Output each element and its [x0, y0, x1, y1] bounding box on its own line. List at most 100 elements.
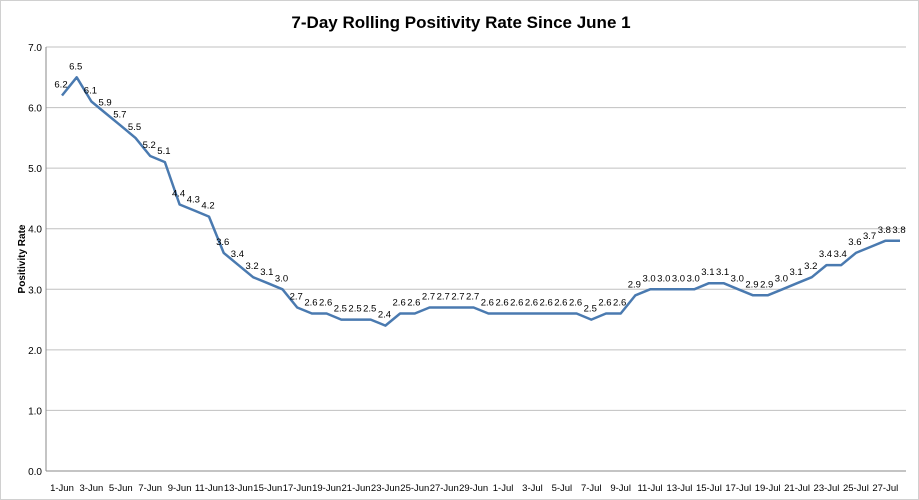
x-tick-label: 19-Jul: [755, 483, 781, 494]
x-tick-label: 13-Jul: [667, 483, 693, 494]
data-label: 6.2: [54, 79, 67, 90]
data-label: 3.4: [819, 249, 832, 260]
data-label: 2.9: [628, 279, 641, 290]
data-label: 2.9: [745, 279, 758, 290]
data-label: 2.7: [437, 291, 450, 302]
data-label: 3.2: [804, 261, 817, 272]
data-label: 3.6: [216, 237, 229, 248]
data-label: 3.0: [731, 273, 744, 284]
x-tick-label: 11-Jul: [637, 483, 662, 494]
chart-title: 7-Day Rolling Positivity Rate Since June…: [291, 13, 630, 32]
x-tick-label: 13-Jun: [224, 483, 253, 494]
x-tick-label: 3-Jun: [80, 483, 104, 494]
x-tick-label: 23-Jun: [371, 483, 400, 494]
data-label: 2.6: [407, 298, 420, 309]
x-tick-label: 3-Jul: [522, 483, 543, 494]
data-label: 5.2: [143, 140, 156, 151]
data-label: 6.1: [84, 86, 97, 97]
data-label: 3.8: [878, 225, 891, 236]
data-label: 5.5: [128, 122, 141, 133]
data-label: 2.6: [598, 298, 611, 309]
series-line: [61, 76, 900, 327]
data-label: 2.5: [334, 304, 347, 315]
data-label: 2.6: [481, 298, 494, 309]
x-tick-label: 21-Jun: [342, 483, 371, 494]
x-tick-label: 5-Jul: [552, 483, 573, 494]
x-tick-label: 7-Jul: [581, 483, 602, 494]
data-label: 3.0: [642, 273, 655, 284]
x-tick-label: 5-Jun: [109, 483, 133, 494]
x-tick-label: 15-Jun: [253, 483, 282, 494]
data-label: 2.7: [290, 291, 303, 302]
x-tick-label: 25-Jun: [400, 483, 429, 494]
data-label: 2.7: [466, 291, 479, 302]
data-label: 3.0: [657, 273, 670, 284]
x-tick-label: 23-Jul: [814, 483, 840, 494]
data-label: 5.7: [113, 110, 126, 121]
y-tick-label: 7.0: [28, 43, 42, 54]
data-label: 5.9: [98, 98, 111, 109]
data-label: 4.4: [172, 188, 185, 199]
data-label: 2.6: [510, 298, 523, 309]
x-tick-label: 15-Jul: [696, 483, 722, 494]
x-tick-label: 17-Jun: [283, 483, 312, 494]
data-label: 2.7: [451, 291, 464, 302]
data-label: 2.5: [363, 304, 376, 315]
data-label: 5.1: [157, 146, 170, 157]
data-label: 6.5: [69, 61, 82, 72]
data-label: 2.5: [584, 304, 597, 315]
data-label: 2.6: [540, 298, 553, 309]
data-label: 3.1: [260, 267, 273, 278]
data-label: 2.5: [348, 304, 361, 315]
data-label: 3.1: [701, 267, 714, 278]
data-label: 3.0: [672, 273, 685, 284]
x-tick-label: 1-Jul: [493, 483, 514, 494]
x-tick-label: 17-Jul: [725, 483, 751, 494]
x-tick-label: 25-Jul: [843, 483, 869, 494]
data-label: 4.3: [187, 195, 200, 206]
y-tick-label: 3.0: [28, 285, 42, 296]
x-tick-label: 19-Jun: [312, 483, 341, 494]
y-tick-label: 0.0: [28, 467, 42, 478]
x-tick-label: 29-Jun: [459, 483, 488, 494]
data-label: 2.6: [304, 298, 317, 309]
data-label: 3.1: [789, 267, 802, 278]
data-label: 2.6: [393, 298, 406, 309]
data-label: 4.2: [201, 201, 214, 212]
x-tick-label: 9-Jul: [610, 483, 631, 494]
data-label: 2.9: [760, 279, 773, 290]
x-tick-label: 27-Jun: [430, 483, 459, 494]
x-tick-label: 7-Jun: [138, 483, 162, 494]
data-label: 2.7: [422, 291, 435, 302]
data-label: 3.0: [775, 273, 788, 284]
data-label: 2.6: [554, 298, 567, 309]
y-tick-label: 6.0: [28, 104, 42, 115]
y-tick-label: 5.0: [28, 164, 42, 175]
data-label: 2.6: [613, 298, 626, 309]
data-label: 2.6: [569, 298, 582, 309]
data-label: 3.2: [246, 261, 259, 272]
data-label: 3.0: [687, 273, 700, 284]
data-label: 2.4: [378, 310, 391, 321]
data-label: 3.1: [716, 267, 729, 278]
y-axis-label: Positivity Rate: [17, 224, 28, 293]
data-label: 3.6: [848, 237, 861, 248]
y-tick-label: 2.0: [28, 346, 42, 357]
data-label: 2.6: [495, 298, 508, 309]
x-tick-label: 21-Jul: [784, 483, 810, 494]
data-label: 3.4: [231, 249, 244, 260]
data-label: 2.6: [319, 298, 332, 309]
x-tick-label: 9-Jun: [168, 483, 192, 494]
x-tick-label: 27-Jul: [872, 483, 898, 494]
data-label: 3.7: [863, 231, 876, 242]
x-tick-label: 11-Jun: [195, 483, 223, 494]
data-label: 2.6: [525, 298, 538, 309]
x-tick-label: 1-Jun: [50, 483, 74, 494]
y-tick-label: 4.0: [28, 225, 42, 236]
y-tick-label: 1.0: [28, 406, 42, 417]
data-label: 3.4: [834, 249, 847, 260]
data-label: 3.0: [275, 273, 288, 284]
data-label: 3.8: [892, 225, 905, 236]
